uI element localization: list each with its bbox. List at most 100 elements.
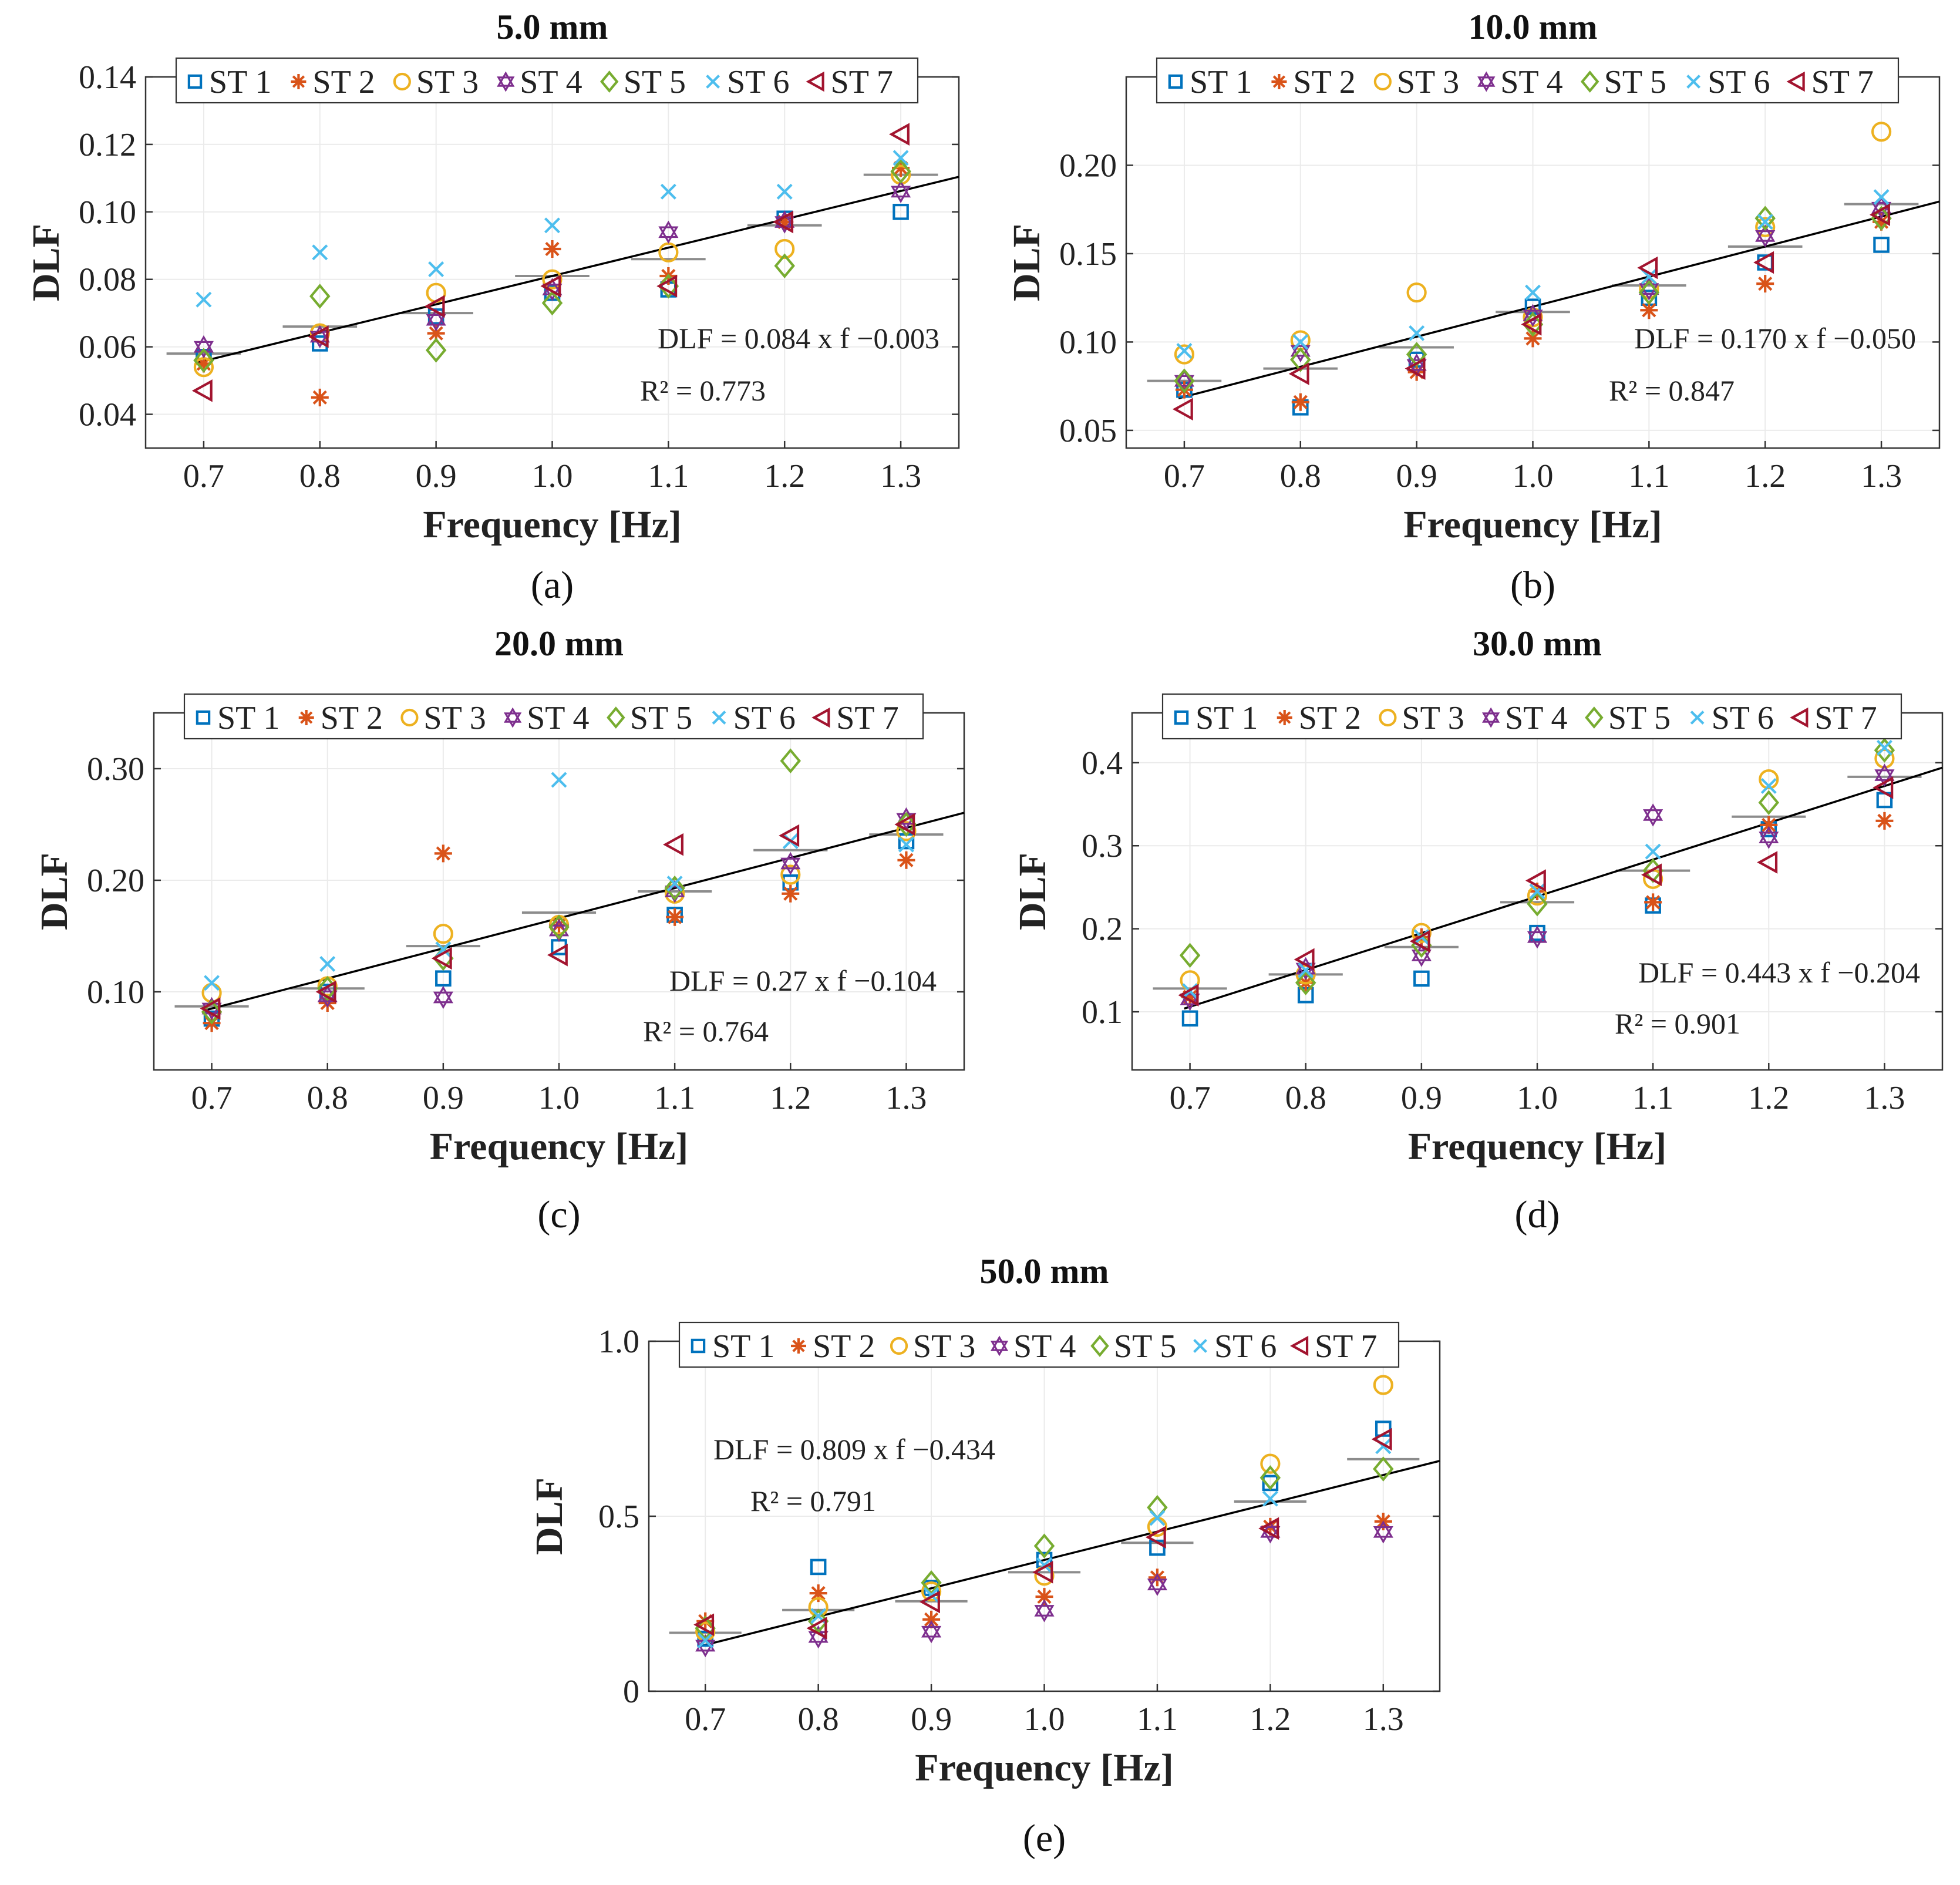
series-st6 — [196, 150, 909, 308]
data-point — [780, 851, 801, 870]
data-point — [1295, 970, 1316, 995]
data-point — [1262, 1490, 1278, 1507]
data-point — [426, 308, 446, 326]
legend-marker — [1580, 70, 1599, 93]
legend-marker-inner — [1481, 712, 1500, 728]
data-point — [782, 884, 800, 903]
series-st7 — [1172, 203, 1890, 421]
data-point — [1641, 268, 1657, 285]
data-point — [658, 220, 679, 238]
legend-label: ST 4 — [1013, 1328, 1076, 1365]
legend-label: ST 5 — [1604, 64, 1666, 100]
data-point — [547, 943, 568, 967]
legend-marker — [1373, 72, 1392, 91]
legend-label: ST 6 — [733, 700, 796, 736]
x-tick-label: 0.7 — [191, 1080, 233, 1116]
data-point-inner — [433, 991, 453, 1009]
data-point — [1873, 776, 1894, 799]
data-point — [1411, 944, 1432, 961]
data-point-inner — [921, 1625, 942, 1644]
data-point — [427, 324, 445, 342]
data-point — [1525, 284, 1541, 301]
data-point — [308, 325, 329, 348]
data-point-inner — [1034, 1605, 1055, 1623]
x-tick-label: 1.0 — [1513, 458, 1554, 494]
data-point-inner — [1639, 283, 1659, 301]
data-point-inner — [1260, 1526, 1281, 1544]
legend-label: ST 3 — [1397, 64, 1459, 100]
legend-marker — [196, 710, 211, 725]
data-point — [1525, 869, 1546, 892]
data-point — [1869, 203, 1890, 227]
data-point — [1373, 1520, 1393, 1538]
data-point — [548, 914, 570, 940]
legend-marker — [1174, 710, 1189, 725]
data-point — [658, 273, 679, 299]
x-tick-label: 1.0 — [1024, 1701, 1065, 1738]
data-point — [1758, 790, 1780, 815]
data-point — [1172, 398, 1193, 421]
data-point — [1871, 122, 1892, 142]
x-tick-label: 0.8 — [1280, 458, 1321, 494]
data-point-inner — [1406, 359, 1427, 377]
data-point — [697, 1632, 713, 1649]
data-point — [663, 833, 683, 856]
x-tick-label: 1.2 — [764, 458, 805, 494]
legend-label: ST 1 — [1190, 64, 1252, 100]
legend: ST 1 ST 2 ST 3 ST 4 ST 5 ST 6 ST 7 — [175, 57, 919, 104]
legend-label: ST 6 — [727, 64, 789, 100]
data-point — [1874, 748, 1895, 769]
data-point — [542, 269, 563, 290]
x-tick-label: 1.3 — [1864, 1080, 1905, 1116]
data-point — [1756, 275, 1774, 293]
data-point — [1294, 948, 1315, 971]
data-point — [1645, 843, 1661, 860]
data-point — [1260, 1453, 1281, 1474]
legend-marker-inner — [1477, 76, 1496, 92]
data-point — [696, 1612, 715, 1630]
x-tick-label: 0.7 — [1164, 458, 1205, 494]
data-point — [1637, 256, 1658, 280]
legend-marker — [600, 70, 619, 93]
data-point — [666, 908, 684, 926]
data-point — [435, 970, 452, 987]
y-tick-label: 0.1 — [1082, 994, 1123, 1031]
data-point — [666, 876, 683, 892]
legend-marker — [1168, 74, 1183, 89]
legend-label: ST 7 — [1814, 700, 1877, 736]
data-point — [315, 980, 336, 1004]
y-tick-label: 0.3 — [1082, 828, 1123, 864]
chart-title: 50.0 mm — [980, 1252, 1109, 1291]
data-point — [1149, 1539, 1166, 1556]
series-st4 — [1180, 763, 1895, 1011]
y-tick-label: 0.12 — [79, 127, 136, 163]
legend-marker — [607, 706, 625, 729]
x-tick-label: 1.1 — [1632, 1080, 1673, 1116]
data-point — [1174, 369, 1194, 387]
x-tick-label: 1.1 — [1137, 1701, 1178, 1738]
legend-label: ST 4 — [520, 64, 582, 100]
data-point — [543, 240, 561, 258]
data-point — [1407, 363, 1426, 381]
data-point — [434, 844, 452, 863]
data-point — [1292, 334, 1309, 350]
y-tick-label: 0.4 — [1082, 745, 1123, 782]
data-point — [1759, 769, 1779, 790]
panel-label: (d) — [1515, 1193, 1560, 1236]
data-point — [922, 1610, 941, 1628]
chart-title: 10.0 mm — [1469, 8, 1598, 46]
data-point-inner — [1373, 1526, 1393, 1544]
data-point-inner — [1874, 769, 1895, 787]
data-point — [1373, 1375, 1393, 1395]
legend-marker — [1786, 71, 1805, 92]
chart-c: 20.0 mm 0.7 0.8 0.9 1.0 1.1 1.2 1.3 0.10 0.20 0.30… — [33, 624, 965, 1236]
legend-label: ST 7 — [1315, 1328, 1377, 1365]
legend-marker — [791, 1338, 806, 1354]
fit-r-squared: R² = 0.773 — [640, 374, 766, 407]
y-tick-label: 0.10 — [1059, 324, 1117, 361]
data-point — [1034, 1599, 1055, 1617]
legend-label: ST 1 — [217, 700, 279, 736]
y-tick-label: 1.0 — [598, 1324, 639, 1360]
data-point-inner — [1527, 931, 1548, 949]
